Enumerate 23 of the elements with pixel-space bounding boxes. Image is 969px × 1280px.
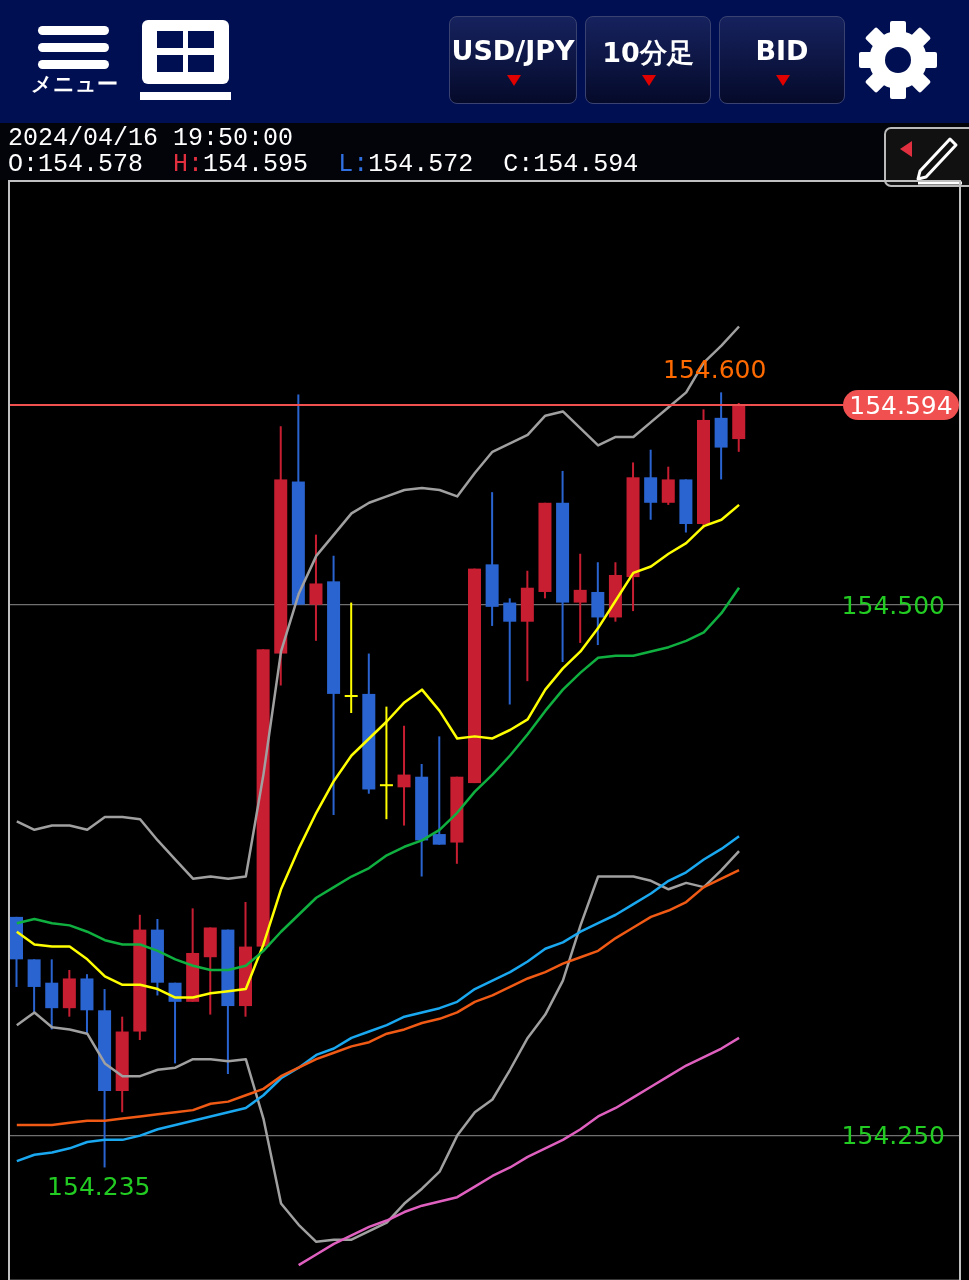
candlestick [503, 597, 517, 706]
candlestick [573, 552, 587, 644]
chart-title: 2024/04/16 19:50:00 [8, 124, 294, 153]
candlestick [397, 724, 411, 827]
candlestick [309, 533, 323, 642]
y-tick-label: 154.250 [841, 1121, 945, 1151]
text: USD/JPY [450, 35, 576, 66]
candlestick [344, 601, 358, 715]
text: 10分足 [601, 36, 695, 70]
text: O:154.578 H:154.595 L:154.572 C:154.594 [8, 150, 639, 179]
line-series [15, 868, 741, 1127]
text: BID [754, 35, 810, 66]
text: メニュー [30, 71, 118, 98]
line-series [15, 849, 741, 1244]
candlestick [432, 735, 446, 846]
line-series [297, 1036, 741, 1267]
ref-line-label: 154.594 [849, 391, 953, 421]
y-tick-label: 154.500 [841, 590, 945, 620]
candlestick [661, 465, 675, 506]
line-series [15, 586, 741, 972]
line-series [15, 834, 741, 1163]
annotation: 154.235 [47, 1172, 151, 1202]
candlestick [379, 705, 393, 821]
